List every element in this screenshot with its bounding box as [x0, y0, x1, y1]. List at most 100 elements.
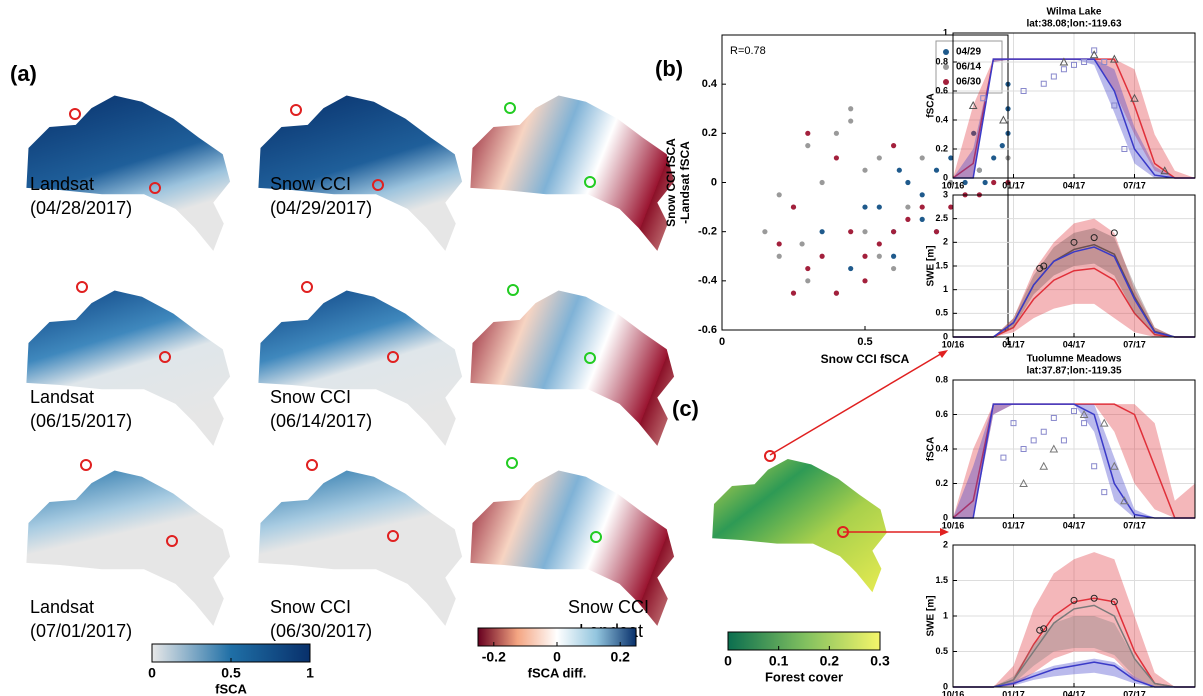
map-label: (04/28/2017)	[30, 198, 132, 218]
y-tick-label: 0.8	[935, 56, 948, 66]
y-tick-label: 3	[943, 189, 948, 199]
scatter-point	[982, 179, 988, 186]
plot-frame	[952, 32, 1196, 179]
map-label: Landsat	[30, 174, 94, 194]
uncertainty-band	[953, 552, 1195, 687]
arrow-head	[938, 350, 948, 358]
site-marker	[166, 535, 178, 547]
scatter-point	[833, 290, 840, 296]
obs-square	[1081, 420, 1088, 427]
y-tick-label: 0	[943, 681, 948, 691]
site-marker	[837, 526, 849, 538]
y-tick-label: 2	[943, 539, 948, 549]
y-tick-label: 0.6	[935, 409, 948, 419]
y-tick-label: 2	[943, 237, 948, 247]
obs-circle	[1070, 596, 1078, 604]
map-label: (04/29/2017)	[270, 198, 372, 218]
site-marker	[387, 530, 399, 542]
scatter-point	[876, 253, 882, 259]
scatter-point	[805, 265, 811, 272]
obs-triangle	[1049, 444, 1059, 453]
y-tick-label: 1	[943, 27, 948, 37]
map-label: Landsat	[30, 387, 94, 407]
scatter-point	[891, 253, 897, 259]
chart-title: lat:38.08;lon:-119.63	[1026, 19, 1121, 30]
x-tick-label: 04/17	[1063, 689, 1086, 696]
y-tick-label: 0.4	[935, 443, 948, 453]
x-axis-label: Snow CCI fSCA	[821, 352, 910, 366]
colorbar	[727, 631, 881, 651]
scatter-point	[876, 155, 882, 161]
obs-triangle	[1099, 418, 1109, 427]
scatter-point	[819, 253, 825, 259]
y-tick-label: 0.4	[935, 114, 948, 124]
scatter-point	[948, 179, 954, 186]
scatter-point	[933, 167, 940, 173]
y-tick-label: 0.5	[935, 308, 948, 318]
map-label: (07/01/2017)	[30, 621, 132, 641]
scatter-point	[805, 130, 811, 136]
y-tick-label: 1.5	[935, 260, 948, 270]
scatter-point	[876, 241, 882, 247]
y-tick-label: 2.5	[935, 213, 948, 223]
site-marker	[76, 281, 88, 293]
obs-square	[1071, 61, 1077, 68]
scatter-point	[819, 179, 825, 186]
y-tick-label: -0.2	[698, 226, 717, 238]
scatter-point	[896, 167, 902, 173]
map-label: (06/30/2017)	[270, 621, 372, 641]
obs-circle	[1090, 234, 1098, 242]
y-axis-label: Snow CCI fSCA	[664, 138, 678, 227]
scatter-point	[862, 167, 868, 173]
colorbar-tick-label: 0.5	[221, 665, 241, 681]
site-marker	[506, 457, 518, 469]
obs-square	[1101, 489, 1108, 496]
legend-label: 06/14	[956, 62, 981, 73]
chart-title: lat:37.87;lon:-119.35	[1026, 366, 1121, 377]
colorbar-tick-label: -0.2	[482, 649, 506, 665]
series-line	[953, 58, 1195, 179]
y-tick-label: 1.5	[935, 575, 948, 585]
x-tick-label: 10/16	[942, 339, 965, 349]
scatter-point	[891, 143, 897, 149]
colorbar-tick-label: 0	[724, 653, 732, 669]
y-axis-label: fSCA	[926, 93, 937, 117]
y-tick-label: 0	[943, 331, 948, 341]
obs-square	[1111, 102, 1118, 109]
scatter-point	[805, 143, 811, 149]
map-forest	[712, 459, 887, 593]
scatter-point	[848, 229, 854, 235]
obs-square	[1091, 47, 1098, 54]
obs-circle	[1040, 262, 1048, 270]
scatter-point	[919, 192, 925, 198]
obs-triangle	[1130, 93, 1139, 102]
uncertainty-band	[953, 616, 1195, 687]
scatter-point	[905, 179, 911, 186]
y-axis-label: -Landsat fSCA	[678, 141, 692, 224]
x-tick-label: 07/17	[1123, 339, 1146, 349]
x-tick-label: 01/17	[1002, 339, 1025, 349]
colorbar-tick-label: 1	[306, 665, 314, 681]
site-marker	[584, 176, 596, 188]
obs-triangle	[968, 100, 978, 109]
scatter-point	[976, 167, 983, 173]
maps	[26, 95, 887, 626]
x-tick-label: 04/17	[1063, 339, 1086, 349]
x-tick-label: 07/17	[1123, 520, 1146, 530]
obs-triangle	[1089, 50, 1099, 59]
site-marker	[290, 104, 302, 116]
scatter-point	[905, 204, 911, 210]
y-tick-label: 0	[943, 512, 948, 522]
map-label: Snow CCI	[270, 597, 351, 617]
scatter-point	[971, 130, 977, 136]
obs-circle	[1070, 238, 1078, 246]
panel-label: (c)	[672, 396, 699, 421]
x-tick-label: 07/17	[1123, 689, 1146, 696]
map-label: Landsat	[30, 597, 94, 617]
site-marker	[80, 459, 92, 471]
arrow	[769, 351, 945, 456]
scatter-point	[848, 106, 854, 112]
site-marker	[504, 102, 516, 114]
obs-triangle	[1160, 166, 1170, 175]
